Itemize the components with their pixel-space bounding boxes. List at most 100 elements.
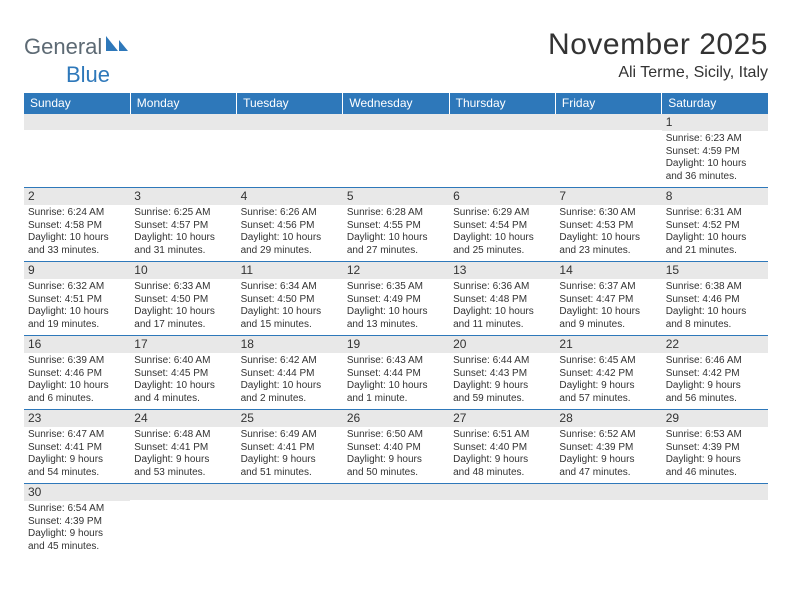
day-number: 3 — [130, 188, 236, 205]
day-detail-line: Daylight: 10 hours — [134, 380, 232, 393]
day-detail-line: Daylight: 9 hours — [453, 380, 551, 393]
day-detail: Sunrise: 6:49 AMSunset: 4:41 PMDaylight:… — [241, 429, 339, 479]
day-detail: Sunrise: 6:47 AMSunset: 4:41 PMDaylight:… — [28, 429, 126, 479]
day-detail-line: Sunrise: 6:49 AM — [241, 429, 339, 442]
day-detail: Sunrise: 6:34 AMSunset: 4:50 PMDaylight:… — [241, 281, 339, 331]
day-number: 6 — [449, 188, 555, 205]
day-detail-line: Sunset: 4:39 PM — [666, 442, 764, 455]
day-detail: Sunrise: 6:51 AMSunset: 4:40 PMDaylight:… — [453, 429, 551, 479]
empty-daynum-bar — [343, 114, 449, 130]
day-detail-line: Sunrise: 6:29 AM — [453, 207, 551, 220]
day-detail-line: Daylight: 10 hours — [666, 306, 764, 319]
day-detail-line: Daylight: 10 hours — [559, 232, 657, 245]
day-number: 13 — [449, 262, 555, 279]
day-detail-line: Sunset: 4:46 PM — [666, 294, 764, 307]
calendar-empty-cell — [555, 114, 661, 188]
day-detail-line: Sunrise: 6:50 AM — [347, 429, 445, 442]
day-detail-line: Sunrise: 6:43 AM — [347, 355, 445, 368]
day-detail-line: Sunrise: 6:47 AM — [28, 429, 126, 442]
weekday-header-cell: Wednesday — [343, 93, 449, 114]
day-detail-line: Sunrise: 6:32 AM — [28, 281, 126, 294]
day-detail-line: Sunset: 4:46 PM — [28, 368, 126, 381]
day-detail-line: Sunrise: 6:54 AM — [28, 503, 126, 516]
day-detail-line: Daylight: 10 hours — [347, 232, 445, 245]
calendar-day-cell: 4Sunrise: 6:26 AMSunset: 4:56 PMDaylight… — [237, 188, 343, 262]
calendar-empty-cell — [343, 484, 449, 558]
weekday-header-cell: Sunday — [24, 93, 130, 114]
day-detail-line: Daylight: 10 hours — [28, 306, 126, 319]
day-detail-line: and 27 minutes. — [347, 245, 445, 258]
day-detail-line: and 21 minutes. — [666, 245, 764, 258]
day-detail-line: Sunrise: 6:35 AM — [347, 281, 445, 294]
calendar-empty-cell — [449, 484, 555, 558]
day-detail-line: Daylight: 10 hours — [453, 232, 551, 245]
day-detail-line: and 46 minutes. — [666, 467, 764, 480]
day-detail-line: Sunrise: 6:28 AM — [347, 207, 445, 220]
empty-daynum-bar — [449, 114, 555, 130]
calendar-day-cell: 8Sunrise: 6:31 AMSunset: 4:52 PMDaylight… — [662, 188, 768, 262]
title-block: November 2025 Ali Terme, Sicily, Italy — [548, 28, 768, 82]
day-detail-line: and 1 minute. — [347, 393, 445, 406]
day-detail-line: Daylight: 10 hours — [241, 380, 339, 393]
day-number: 24 — [130, 410, 236, 427]
day-detail-line: Sunrise: 6:39 AM — [28, 355, 126, 368]
calendar-day-cell: 26Sunrise: 6:50 AMSunset: 4:40 PMDayligh… — [343, 410, 449, 484]
day-detail-line: and 36 minutes. — [666, 171, 764, 184]
day-detail: Sunrise: 6:52 AMSunset: 4:39 PMDaylight:… — [559, 429, 657, 479]
day-detail-line: Sunrise: 6:30 AM — [559, 207, 657, 220]
calendar-day-cell: 2Sunrise: 6:24 AMSunset: 4:58 PMDaylight… — [24, 188, 130, 262]
day-detail: Sunrise: 6:50 AMSunset: 4:40 PMDaylight:… — [347, 429, 445, 479]
day-number: 8 — [662, 188, 768, 205]
day-detail-line: Daylight: 10 hours — [453, 306, 551, 319]
day-number: 28 — [555, 410, 661, 427]
calendar-day-cell: 19Sunrise: 6:43 AMSunset: 4:44 PMDayligh… — [343, 336, 449, 410]
day-detail-line: and 13 minutes. — [347, 319, 445, 332]
day-detail-line: Sunset: 4:43 PM — [453, 368, 551, 381]
calendar-day-cell: 30Sunrise: 6:54 AMSunset: 4:39 PMDayligh… — [24, 484, 130, 558]
day-detail-line: and 23 minutes. — [559, 245, 657, 258]
day-detail: Sunrise: 6:44 AMSunset: 4:43 PMDaylight:… — [453, 355, 551, 405]
logo-text-blue: Blue — [66, 62, 110, 87]
day-detail-line: Sunset: 4:53 PM — [559, 220, 657, 233]
calendar-day-cell: 23 Sunrise: 6:47 AMSunset: 4:41 PMDayligh… — [24, 410, 130, 484]
day-detail-line: and 9 minutes. — [559, 319, 657, 332]
day-detail-line: Sunset: 4:54 PM — [453, 220, 551, 233]
day-number: 17 — [130, 336, 236, 353]
calendar-page: General November 2025 Ali Terme, Sicily,… — [0, 0, 792, 557]
logo-text-general: General — [24, 36, 102, 58]
calendar-empty-cell — [237, 114, 343, 188]
day-detail: Sunrise: 6:48 AMSunset: 4:41 PMDaylight:… — [134, 429, 232, 479]
day-detail-line: Sunset: 4:45 PM — [134, 368, 232, 381]
day-detail-line: and 8 minutes. — [666, 319, 764, 332]
day-detail: Sunrise: 6:30 AMSunset: 4:53 PMDaylight:… — [559, 207, 657, 257]
day-detail: Sunrise: 6:35 AMSunset: 4:49 PMDaylight:… — [347, 281, 445, 331]
calendar-empty-cell — [130, 114, 236, 188]
empty-daynum-bar — [555, 484, 661, 500]
day-number: 23 — [24, 410, 130, 427]
day-detail: Sunrise: 6:32 AMSunset: 4:51 PMDaylight:… — [28, 281, 126, 331]
day-number: 21 — [555, 336, 661, 353]
day-number: 29 — [662, 410, 768, 427]
calendar-day-cell: 13Sunrise: 6:36 AMSunset: 4:48 PMDayligh… — [449, 262, 555, 336]
day-detail-line: Sunset: 4:47 PM — [559, 294, 657, 307]
day-detail-line: Sunset: 4:44 PM — [347, 368, 445, 381]
day-number: 27 — [449, 410, 555, 427]
day-detail-line: and 15 minutes. — [241, 319, 339, 332]
calendar-empty-cell — [343, 114, 449, 188]
day-detail-line: Daylight: 10 hours — [666, 158, 764, 171]
day-number: 2 — [24, 188, 130, 205]
day-detail-line: Sunset: 4:56 PM — [241, 220, 339, 233]
weekday-header-cell: Monday — [130, 93, 236, 114]
day-detail: Sunrise: 6:29 AMSunset: 4:54 PMDaylight:… — [453, 207, 551, 257]
calendar-week-row: 9 Sunrise: 6:32 AMSunset: 4:51 PMDaylight… — [24, 262, 768, 336]
day-detail: Sunrise: 6:54 AMSunset: 4:39 PMDaylight:… — [28, 503, 126, 553]
day-detail-line: Daylight: 9 hours — [666, 380, 764, 393]
day-detail-line: and 2 minutes. — [241, 393, 339, 406]
day-detail-line: and 53 minutes. — [134, 467, 232, 480]
weekday-header-cell: Tuesday — [237, 93, 343, 114]
day-detail-line: Sunset: 4:58 PM — [28, 220, 126, 233]
day-number: 9 — [24, 262, 130, 279]
day-detail-line: Sunrise: 6:42 AM — [241, 355, 339, 368]
empty-daynum-bar — [237, 114, 343, 130]
calendar-empty-cell — [662, 484, 768, 558]
